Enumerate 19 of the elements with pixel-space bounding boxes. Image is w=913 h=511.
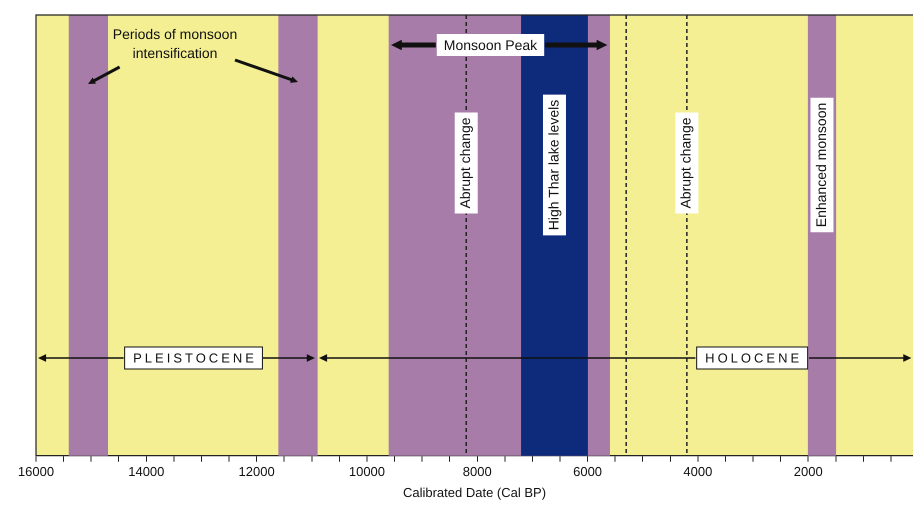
x-tick-label: 14000 xyxy=(128,464,164,480)
x-tick-label: 2000 xyxy=(794,464,823,480)
x-tick-label: 12000 xyxy=(238,464,275,480)
x-tick-label: 8000 xyxy=(462,464,492,480)
x-axis-title: Calibrated Date (Cal BP) xyxy=(402,484,546,500)
series-label: High Thar lake levels xyxy=(545,100,562,230)
annotation: PLEISTOCENE xyxy=(133,350,257,366)
bar xyxy=(278,15,318,456)
series-label: Enhanced monsoon xyxy=(812,102,829,228)
annotation: Periods of monsoon intensification xyxy=(112,26,238,61)
x-tick-label: 6000 xyxy=(573,464,602,480)
x-tick-label: 10000 xyxy=(348,464,386,480)
ref-line-label: Abrupt change xyxy=(457,117,474,209)
annotation: HOLOCENE xyxy=(705,350,802,366)
x-tick-label: 16000 xyxy=(18,464,54,480)
bar xyxy=(68,15,108,456)
x-tick-label: 4000 xyxy=(683,464,712,480)
annotation: Monsoon Peak xyxy=(444,36,538,53)
ref-line-label: Abrupt change xyxy=(678,117,694,209)
